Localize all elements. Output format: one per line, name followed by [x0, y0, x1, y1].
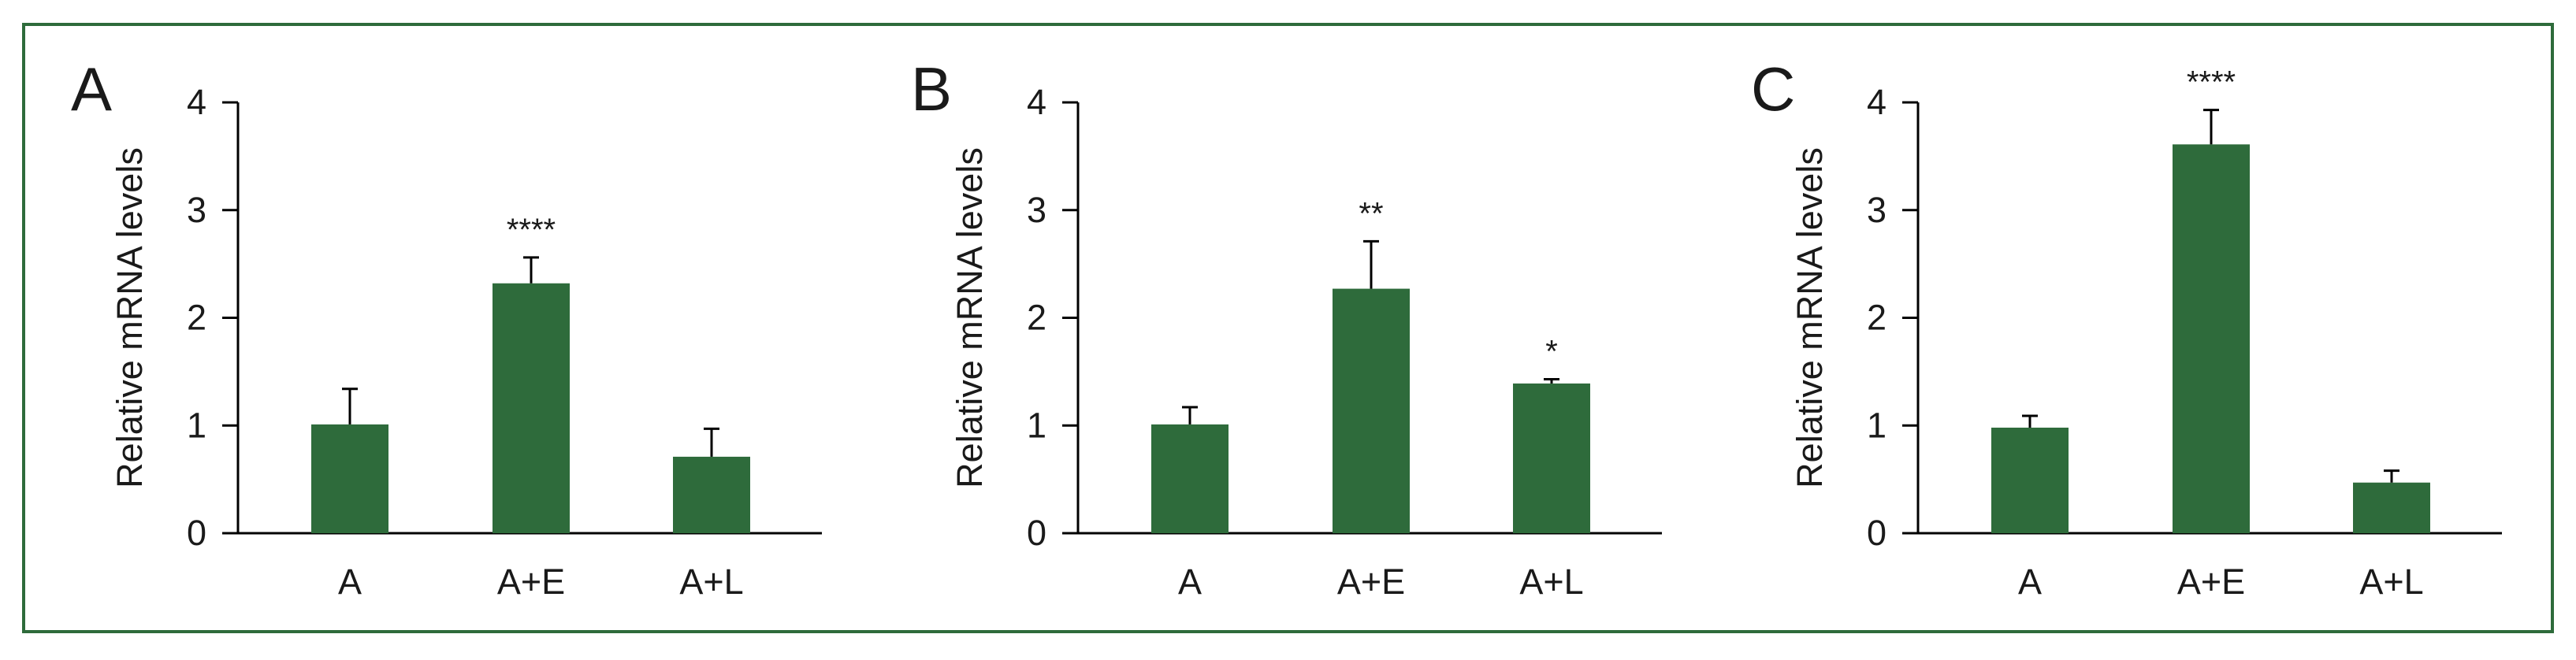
- y-tick-label: 0: [187, 513, 206, 553]
- y-tick-label: 1: [1027, 405, 1046, 445]
- bar: [2173, 144, 2250, 533]
- x-tick-label: A: [338, 562, 362, 602]
- chart-panel-b: B Relative mRNA levels 0 1 2 3 4 A ** A+E * A+L: [911, 54, 1662, 602]
- bar: [1991, 427, 2069, 533]
- bar: [311, 424, 388, 533]
- significance-label: ****: [2187, 65, 2236, 100]
- y-tick-label: 3: [1027, 190, 1046, 230]
- y-tick-label: 4: [1027, 82, 1046, 122]
- significance-label: **: [1359, 196, 1383, 231]
- y-tick-label: 2: [1027, 298, 1046, 338]
- y-axis-label: Relative mRNA levels: [1790, 147, 1830, 488]
- bar: [1151, 424, 1229, 533]
- figure-frame: [22, 23, 2554, 633]
- y-tick-label: 2: [187, 298, 206, 338]
- x-tick-label: A+L: [1519, 562, 1583, 602]
- chart-panel-c: C Relative mRNA levels 0 1 2 3 4 A **** A+E A+L: [1751, 54, 2502, 602]
- y-axis-label: Relative mRNA levels: [950, 147, 990, 488]
- y-tick-label: 1: [187, 405, 206, 445]
- bar: [493, 283, 570, 533]
- bar: [2353, 482, 2430, 533]
- x-tick-label: A+E: [2177, 562, 2245, 602]
- y-tick-label: 0: [1867, 513, 1886, 553]
- y-axis-label: Relative mRNA levels: [110, 147, 150, 488]
- panel-label: A: [71, 54, 112, 124]
- x-tick-label: A+L: [679, 562, 743, 602]
- x-tick-label: A+L: [2359, 562, 2423, 602]
- panel-label: C: [1751, 54, 1795, 124]
- y-tick-label: 4: [187, 82, 206, 122]
- y-tick-label: 2: [1867, 298, 1886, 338]
- bar: [673, 456, 750, 533]
- bar: [1513, 383, 1590, 533]
- x-tick-label: A+E: [1337, 562, 1405, 602]
- y-tick-label: 1: [1867, 405, 1886, 445]
- panels: A Relative mRNA levels 0 1 2 3 4 A **** A+E A+L B Re…: [71, 54, 2502, 602]
- y-tick-label: 3: [187, 190, 206, 230]
- chart-panel-a: A Relative mRNA levels 0 1 2 3 4 A **** A+E A+L: [71, 54, 822, 602]
- significance-label: *: [1545, 334, 1558, 369]
- panel-label: B: [911, 54, 952, 124]
- significance-label: ****: [507, 213, 556, 247]
- bar: [1333, 288, 1410, 533]
- x-tick-label: A: [2018, 562, 2042, 602]
- x-tick-label: A: [1178, 562, 1202, 602]
- y-tick-label: 0: [1027, 513, 1046, 553]
- y-tick-label: 3: [1867, 190, 1886, 230]
- y-tick-label: 4: [1867, 82, 1886, 122]
- x-tick-label: A+E: [497, 562, 565, 602]
